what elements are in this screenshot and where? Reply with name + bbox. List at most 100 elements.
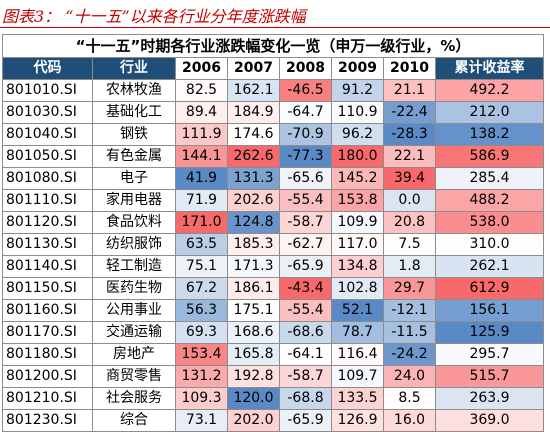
value-cell-2006: 41.9 bbox=[175, 167, 228, 190]
value-cell-2008: -70.9 bbox=[279, 123, 332, 146]
row-industry: 商贸零售 bbox=[92, 365, 176, 388]
value-cell-2010: -24.2 bbox=[383, 343, 436, 366]
value-cell-2008: -64.7 bbox=[279, 101, 332, 124]
value-cell-2009: 126.9 bbox=[331, 409, 384, 432]
value-cell-2008: -43.4 bbox=[279, 277, 332, 300]
table-title-row: “十一五”时期各行业涨跌幅变化一览（申万一级行业，%） bbox=[2, 34, 544, 58]
header-2008: 2008 bbox=[279, 57, 332, 80]
row-code: 801230.SI bbox=[2, 409, 93, 432]
value-cell-2010: 39.4 bbox=[383, 167, 436, 190]
row-industry: 农林牧渔 bbox=[92, 79, 176, 102]
value-cell-2007: 168.6 bbox=[227, 321, 280, 344]
row-industry: 综合 bbox=[92, 409, 176, 432]
header-2006: 2006 bbox=[175, 57, 228, 80]
value-cell-2009: 117.0 bbox=[331, 233, 384, 256]
row-code: 801150.SI bbox=[2, 277, 93, 300]
table-row: 801120.SI 食品饮料 171.0 124.8 -58.7 109.9 20.8 538… bbox=[2, 211, 544, 234]
value-cell-2006: 153.4 bbox=[175, 343, 228, 366]
header-2009: 2009 bbox=[331, 57, 384, 80]
value-cell-2009: 116.4 bbox=[331, 343, 384, 366]
value-cell-2010: 16.0 bbox=[383, 409, 436, 432]
value-cell-2008: -68.6 bbox=[279, 321, 332, 344]
header-2010: 2010 bbox=[383, 57, 436, 80]
header-2007: 2007 bbox=[227, 57, 280, 80]
header-cumulative-return: 累计收益率 bbox=[435, 57, 544, 80]
table-row: 801040.SI 钢铁 111.9 174.6 -70.9 96.2 -28.3 138.2 bbox=[2, 123, 544, 146]
value-cell-2006: 63.5 bbox=[175, 233, 228, 256]
row-code: 801040.SI bbox=[2, 123, 93, 146]
row-code: 801210.SI bbox=[2, 387, 93, 410]
table-row: 801030.SI 基础化工 89.4 184.9 -64.7 110.9 -22.4 212… bbox=[2, 101, 544, 124]
value-cell-2010: 29.7 bbox=[383, 277, 436, 300]
table-row: 801230.SI 综合 73.1 202.0 -65.9 126.9 16.0 369.0 bbox=[2, 409, 544, 432]
cumulative-return-cell: 492.2 bbox=[435, 79, 544, 102]
row-industry: 交通运输 bbox=[92, 321, 176, 344]
table-row: 801050.SI 有色金属 144.1 262.6 -77.3 180.0 22.1 586… bbox=[2, 145, 544, 168]
table-row: 801210.SI 社会服务 109.3 120.0 -68.8 133.5 8.5 263.… bbox=[2, 387, 544, 410]
row-code: 801180.SI bbox=[2, 343, 93, 366]
value-cell-2006: 144.1 bbox=[175, 145, 228, 168]
cumulative-return-cell: 263.9 bbox=[435, 387, 544, 410]
value-cell-2006: 73.1 bbox=[175, 409, 228, 432]
value-cell-2008: -65.9 bbox=[279, 255, 332, 278]
row-code: 801130.SI bbox=[2, 233, 93, 256]
value-cell-2006: 56.3 bbox=[175, 299, 228, 322]
row-industry: 家用电器 bbox=[92, 189, 176, 212]
cumulative-return-cell: 369.0 bbox=[435, 409, 544, 432]
value-cell-2007: 262.6 bbox=[227, 145, 280, 168]
cumulative-return-cell: 515.7 bbox=[435, 365, 544, 388]
value-cell-2009: 109.7 bbox=[331, 365, 384, 388]
row-code: 801110.SI bbox=[2, 189, 93, 212]
row-industry: 电子 bbox=[92, 167, 176, 190]
table-header-row: 代码 行业 2006 2007 2008 2009 2010 累计收益率 bbox=[2, 57, 544, 80]
row-code: 801050.SI bbox=[2, 145, 93, 168]
header-code: 代码 bbox=[2, 57, 93, 80]
cumulative-return-cell: 310.0 bbox=[435, 233, 544, 256]
value-cell-2009: 102.8 bbox=[331, 277, 384, 300]
row-code: 801030.SI bbox=[2, 101, 93, 124]
cumulative-return-cell: 156.1 bbox=[435, 299, 544, 322]
value-cell-2008: -55.4 bbox=[279, 189, 332, 212]
value-cell-2006: 109.3 bbox=[175, 387, 228, 410]
value-cell-2009: 52.1 bbox=[331, 299, 384, 322]
caption-text: 图表3： “十一五”以来各行业分年度涨跌幅 bbox=[2, 7, 306, 26]
value-cell-2009: 133.5 bbox=[331, 387, 384, 410]
row-industry: 基础化工 bbox=[92, 101, 176, 124]
row-industry: 纺织服饰 bbox=[92, 233, 176, 256]
value-cell-2010: -22.4 bbox=[383, 101, 436, 124]
value-cell-2007: 184.9 bbox=[227, 101, 280, 124]
table-row: 801180.SI 房地产 153.4 165.8 -64.1 116.4 -24.2 295… bbox=[2, 343, 544, 366]
table-row: 801150.SI 医药生物 67.2 186.1 -43.4 102.8 29.7 612.… bbox=[2, 277, 544, 300]
value-cell-2008: -46.5 bbox=[279, 79, 332, 102]
cumulative-return-cell: 212.0 bbox=[435, 101, 544, 124]
row-industry: 钢铁 bbox=[92, 123, 176, 146]
value-cell-2008: -64.1 bbox=[279, 343, 332, 366]
value-cell-2006: 111.9 bbox=[175, 123, 228, 146]
value-cell-2007: 124.8 bbox=[227, 211, 280, 234]
value-cell-2007: 175.1 bbox=[227, 299, 280, 322]
value-cell-2010: 24.0 bbox=[383, 365, 436, 388]
header-industry: 行业 bbox=[92, 57, 176, 80]
value-cell-2006: 131.2 bbox=[175, 365, 228, 388]
table-row: 801080.SI 电子 41.9 131.3 -65.6 145.2 39.4 285.4 bbox=[2, 167, 544, 190]
value-cell-2008: -68.8 bbox=[279, 387, 332, 410]
value-cell-2010: 0.0 bbox=[383, 189, 436, 212]
value-cell-2007: 185.3 bbox=[227, 233, 280, 256]
cumulative-return-cell: 488.2 bbox=[435, 189, 544, 212]
value-cell-2008: -55.4 bbox=[279, 299, 332, 322]
row-code: 801080.SI bbox=[2, 167, 93, 190]
table-row: 801170.SI 交通运输 69.3 168.6 -68.6 78.7 -11.5 125.… bbox=[2, 321, 544, 344]
table-title: “十一五”时期各行业涨跌幅变化一览（申万一级行业，%） bbox=[2, 34, 544, 58]
value-cell-2008: -62.7 bbox=[279, 233, 332, 256]
value-cell-2007: 165.8 bbox=[227, 343, 280, 366]
value-cell-2009: 78.7 bbox=[331, 321, 384, 344]
value-cell-2008: -58.7 bbox=[279, 365, 332, 388]
cumulative-return-cell: 138.2 bbox=[435, 123, 544, 146]
value-cell-2007: 174.6 bbox=[227, 123, 280, 146]
row-industry: 有色金属 bbox=[92, 145, 176, 168]
value-cell-2009: 153.8 bbox=[331, 189, 384, 212]
value-cell-2010: 22.1 bbox=[383, 145, 436, 168]
row-industry: 房地产 bbox=[92, 343, 176, 366]
value-cell-2007: 192.8 bbox=[227, 365, 280, 388]
value-cell-2007: 131.3 bbox=[227, 167, 280, 190]
